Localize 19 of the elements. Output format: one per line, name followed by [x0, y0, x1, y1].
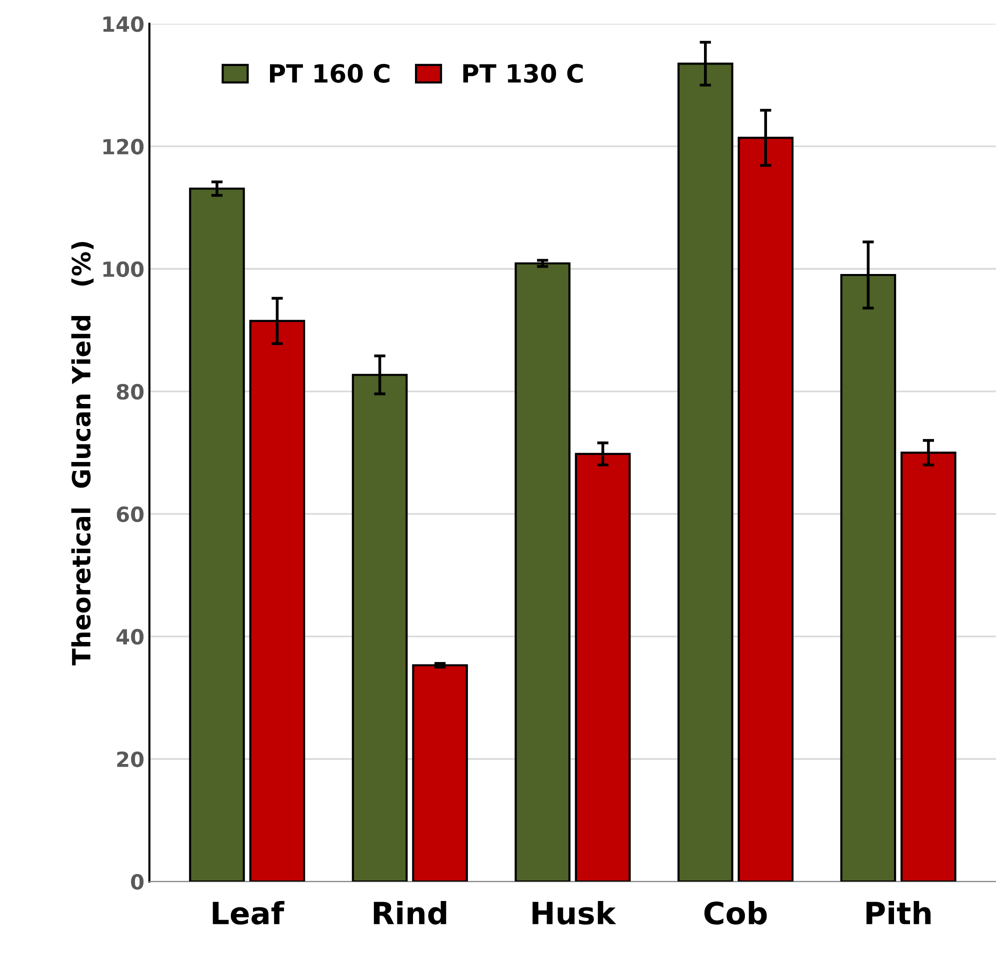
- x-tick-label: Husk: [532, 900, 616, 925]
- y-tick-label: 80: [116, 384, 144, 400]
- y-tick-label: 0: [131, 874, 144, 890]
- y-tick-label: 60: [116, 506, 144, 522]
- y-tick-label: 140: [103, 16, 144, 32]
- x-tick-label: Cob: [704, 900, 767, 925]
- y-tick-label: 40: [116, 628, 144, 645]
- y-tick-label: 120: [103, 138, 144, 155]
- bar: [412, 664, 468, 882]
- y-tick-label: 100: [103, 261, 144, 278]
- legend-label: PT 160 C: [270, 64, 390, 83]
- bar: [514, 262, 570, 882]
- bar: [189, 188, 245, 882]
- x-tick-label: Leaf: [212, 900, 284, 925]
- x-tick-label: Pith: [866, 900, 931, 924]
- y-tick-label: 20: [117, 751, 144, 768]
- legend-label: PT 130 C: [463, 64, 583, 83]
- y-axis-title: Theoretical Glucan Yield (%): [71, 242, 94, 666]
- x-tick-label: Rind: [374, 900, 446, 925]
